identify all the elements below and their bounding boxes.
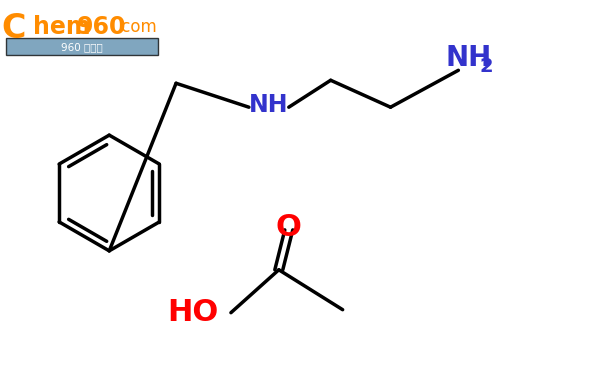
Text: hem: hem (33, 15, 90, 39)
Text: C: C (1, 12, 26, 45)
Text: NH: NH (445, 44, 491, 72)
Text: 960: 960 (76, 15, 126, 39)
Text: 2: 2 (480, 57, 493, 76)
Text: HO: HO (168, 298, 218, 327)
Text: O: O (276, 213, 302, 242)
Text: 960 化工网: 960 化工网 (62, 42, 103, 52)
FancyBboxPatch shape (7, 38, 158, 56)
Text: NH: NH (249, 93, 289, 117)
Text: .com: .com (116, 18, 157, 36)
